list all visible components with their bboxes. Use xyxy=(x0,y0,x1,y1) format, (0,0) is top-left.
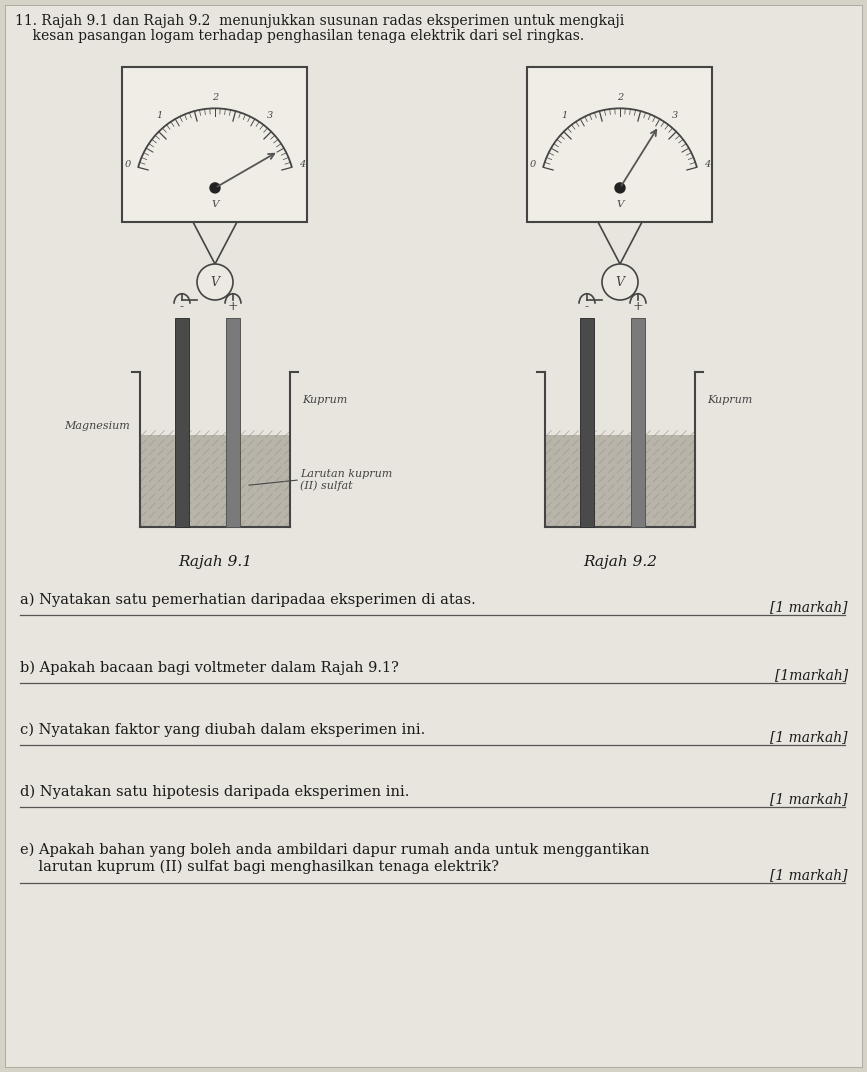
Circle shape xyxy=(197,264,233,300)
Text: 2: 2 xyxy=(617,92,623,102)
Bar xyxy=(580,317,594,527)
Bar xyxy=(226,317,240,527)
Text: Rajah 9.1: Rajah 9.1 xyxy=(178,555,252,569)
Text: 1: 1 xyxy=(157,111,163,120)
Text: Rajah 9.2: Rajah 9.2 xyxy=(583,555,657,569)
Text: 4: 4 xyxy=(705,160,711,169)
Text: [1markah]: [1markah] xyxy=(775,668,848,682)
Text: V: V xyxy=(212,199,218,209)
Text: b) Apakah bacaan bagi voltmeter dalam Rajah 9.1?: b) Apakah bacaan bagi voltmeter dalam Ra… xyxy=(20,661,399,675)
Text: 11. Rajah 9.1 dan Rajah 9.2  menunjukkan susunan radas eksperimen untuk mengkaji: 11. Rajah 9.1 dan Rajah 9.2 menunjukkan … xyxy=(15,14,624,28)
Text: [1 markah]: [1 markah] xyxy=(771,868,848,882)
Text: V: V xyxy=(211,276,219,288)
Text: 3: 3 xyxy=(267,111,273,120)
Text: kesan pasangan logam terhadap penghasilan tenaga elektrik dari sel ringkas.: kesan pasangan logam terhadap penghasila… xyxy=(15,29,584,43)
Text: e) Apakah bahan yang boleh anda ambildari dapur rumah anda untuk menggantikan: e) Apakah bahan yang boleh anda ambildar… xyxy=(20,843,649,858)
Bar xyxy=(141,435,289,526)
Text: V: V xyxy=(616,276,624,288)
Text: [1 markah]: [1 markah] xyxy=(771,792,848,806)
Text: +: + xyxy=(228,300,238,313)
Circle shape xyxy=(210,183,220,193)
Text: 1: 1 xyxy=(562,111,568,120)
Text: larutan kuprum (II) sulfat bagi menghasilkan tenaga elektrik?: larutan kuprum (II) sulfat bagi menghasi… xyxy=(20,860,499,875)
Text: Magnesium: Magnesium xyxy=(64,421,130,431)
Text: +: + xyxy=(633,300,643,313)
Circle shape xyxy=(602,264,638,300)
Bar xyxy=(122,66,308,222)
Text: 3: 3 xyxy=(672,111,678,120)
Text: Larutan kuprum
(II) sulfat: Larutan kuprum (II) sulfat xyxy=(300,470,392,491)
Text: Kuprum: Kuprum xyxy=(707,394,753,405)
Text: V: V xyxy=(616,199,623,209)
Bar xyxy=(546,435,694,526)
Text: a) Nyatakan satu pemerhatian daripadaa eksperimen di atas.: a) Nyatakan satu pemerhatian daripadaa e… xyxy=(20,593,476,608)
Text: d) Nyatakan satu hipotesis daripada eksperimen ini.: d) Nyatakan satu hipotesis daripada eksp… xyxy=(20,785,409,800)
Bar xyxy=(527,66,713,222)
Text: Kuprum: Kuprum xyxy=(302,394,348,405)
Circle shape xyxy=(615,183,625,193)
Text: 2: 2 xyxy=(212,92,218,102)
Text: 0: 0 xyxy=(124,160,131,169)
Text: [1 markah]: [1 markah] xyxy=(771,730,848,744)
Text: -: - xyxy=(180,300,184,313)
Text: [1 markah]: [1 markah] xyxy=(771,600,848,614)
Text: -: - xyxy=(585,300,589,313)
Text: 4: 4 xyxy=(299,160,306,169)
Text: 0: 0 xyxy=(529,160,536,169)
Text: c) Nyatakan faktor yang diubah dalam eksperimen ini.: c) Nyatakan faktor yang diubah dalam eks… xyxy=(20,723,425,738)
Bar xyxy=(631,317,645,527)
Bar xyxy=(175,317,189,527)
